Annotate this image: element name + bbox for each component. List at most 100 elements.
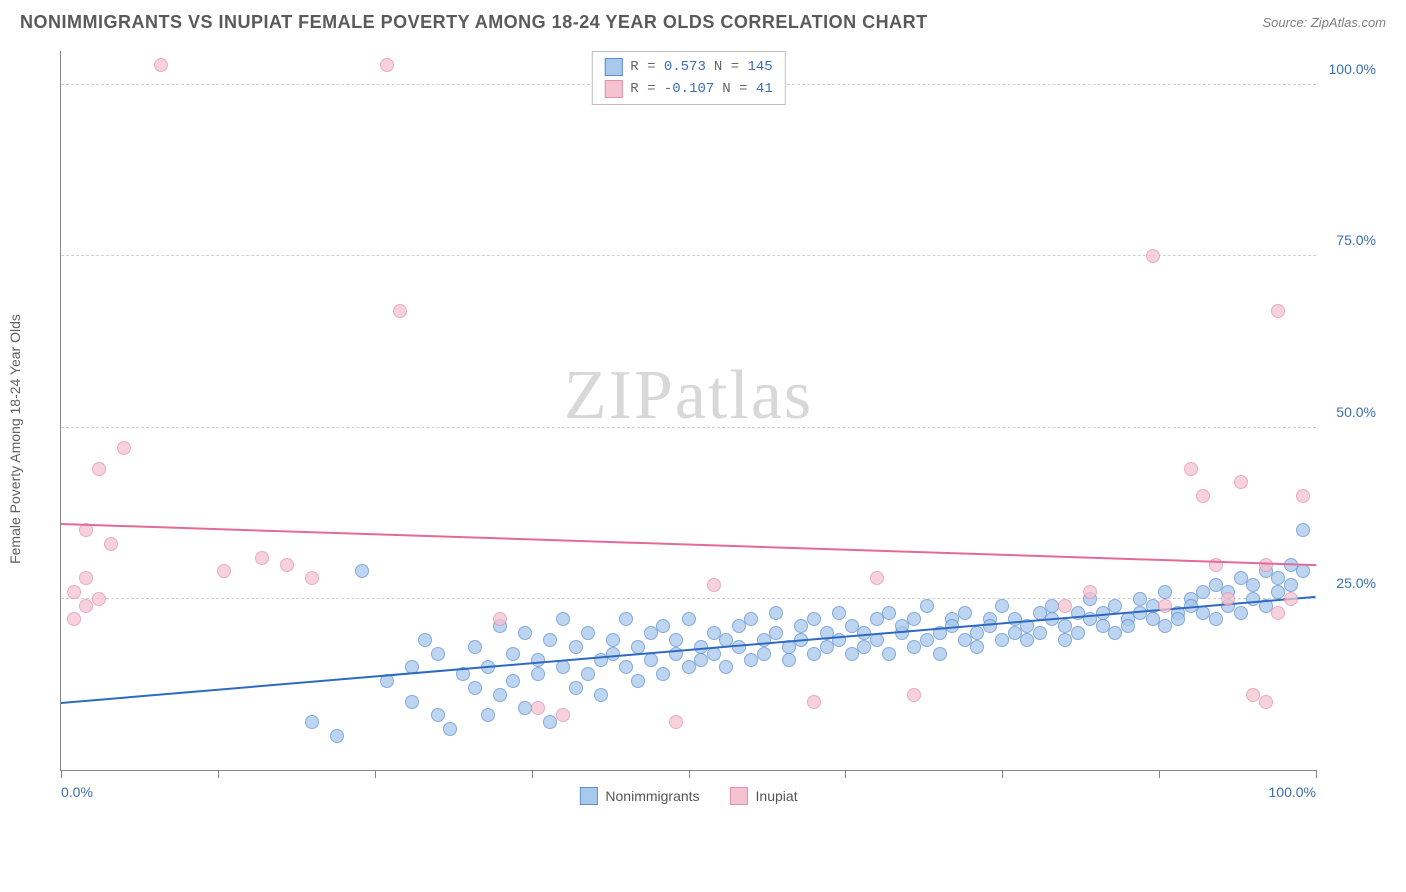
watermark-atlas: atlas xyxy=(675,357,813,434)
data-point xyxy=(67,612,81,626)
data-point xyxy=(506,647,520,661)
data-point xyxy=(719,660,733,674)
x-tick xyxy=(1002,770,1003,778)
chart-container: Female Poverty Among 18-24 Year Olds ZIP… xyxy=(50,41,1386,821)
legend-swatch xyxy=(604,80,622,98)
data-point xyxy=(644,653,658,667)
legend-row: R = -0.107N = 41 xyxy=(604,78,772,100)
legend-label: Inupiat xyxy=(756,788,798,804)
data-point xyxy=(757,647,771,661)
data-point xyxy=(443,722,457,736)
data-point xyxy=(531,667,545,681)
x-tick xyxy=(689,770,690,778)
gridline xyxy=(61,598,1316,599)
data-point xyxy=(619,612,633,626)
legend-n: N = 145 xyxy=(714,59,773,75)
data-point xyxy=(418,633,432,647)
chart-header: NONIMMIGRANTS VS INUPIAT FEMALE POVERTY … xyxy=(0,0,1406,41)
data-point xyxy=(255,551,269,565)
data-point xyxy=(606,647,620,661)
plot-area: ZIPatlas R = 0.573 N = 145 R = -0.107N = 4… xyxy=(60,51,1316,771)
y-axis-label: Female Poverty Among 18-24 Year Olds xyxy=(7,314,23,564)
data-point xyxy=(1033,626,1047,640)
data-point xyxy=(217,564,231,578)
legend-item: Inupiat xyxy=(730,787,798,805)
chart-title: NONIMMIGRANTS VS INUPIAT FEMALE POVERTY … xyxy=(20,12,928,33)
x-tick xyxy=(218,770,219,778)
data-point xyxy=(870,571,884,585)
data-point xyxy=(556,708,570,722)
source-attribution: Source: ZipAtlas.com xyxy=(1262,15,1386,30)
data-point xyxy=(882,647,896,661)
data-point xyxy=(1284,592,1298,606)
data-point xyxy=(1221,592,1235,606)
data-point xyxy=(380,58,394,72)
data-point xyxy=(330,729,344,743)
data-point xyxy=(305,715,319,729)
data-point xyxy=(468,640,482,654)
x-tick xyxy=(845,770,846,778)
data-point xyxy=(907,688,921,702)
data-point xyxy=(782,653,796,667)
data-point xyxy=(682,612,696,626)
data-point xyxy=(769,606,783,620)
series-legend: NonimmigrantsInupiat xyxy=(579,787,797,805)
data-point xyxy=(1108,599,1122,613)
data-point xyxy=(79,571,93,585)
data-point xyxy=(506,674,520,688)
data-point xyxy=(1296,564,1310,578)
legend-r: R = 0.573 xyxy=(630,59,706,75)
data-point xyxy=(581,667,595,681)
data-point xyxy=(958,606,972,620)
gridline xyxy=(61,427,1316,428)
y-tick-label: 75.0% xyxy=(1336,232,1376,248)
x-tick xyxy=(1316,770,1317,778)
data-point xyxy=(104,537,118,551)
data-point xyxy=(92,462,106,476)
data-point xyxy=(531,701,545,715)
legend-swatch xyxy=(579,787,597,805)
data-point xyxy=(669,715,683,729)
data-point xyxy=(1083,585,1097,599)
watermark-zip: ZIP xyxy=(564,357,675,434)
data-point xyxy=(543,633,557,647)
data-point xyxy=(154,58,168,72)
data-point xyxy=(920,599,934,613)
data-point xyxy=(556,612,570,626)
data-point xyxy=(581,626,595,640)
data-point xyxy=(970,640,984,654)
data-point xyxy=(305,571,319,585)
data-point xyxy=(431,708,445,722)
data-point xyxy=(67,585,81,599)
data-point xyxy=(631,640,645,654)
data-point xyxy=(619,660,633,674)
x-tick xyxy=(532,770,533,778)
trend-line xyxy=(61,523,1316,566)
legend-row: R = 0.573 N = 145 xyxy=(604,56,772,78)
data-point xyxy=(493,688,507,702)
correlation-legend: R = 0.573 N = 145 R = -0.107N = 41 xyxy=(591,51,785,105)
data-point xyxy=(807,695,821,709)
data-point xyxy=(1071,626,1085,640)
x-tick xyxy=(1159,770,1160,778)
x-tick-label: 0.0% xyxy=(61,784,93,800)
data-point xyxy=(431,647,445,661)
data-point xyxy=(707,578,721,592)
data-point xyxy=(807,612,821,626)
data-point xyxy=(556,660,570,674)
data-point xyxy=(493,612,507,626)
data-point xyxy=(569,681,583,695)
data-point xyxy=(1121,619,1135,633)
x-tick xyxy=(61,770,62,778)
legend-swatch xyxy=(730,787,748,805)
y-tick-label: 25.0% xyxy=(1336,575,1376,591)
data-point xyxy=(92,592,106,606)
data-point xyxy=(1259,695,1273,709)
data-point xyxy=(933,647,947,661)
data-point xyxy=(907,612,921,626)
data-point xyxy=(481,708,495,722)
data-point xyxy=(1184,462,1198,476)
x-tick xyxy=(375,770,376,778)
data-point xyxy=(744,612,758,626)
data-point xyxy=(1234,606,1248,620)
